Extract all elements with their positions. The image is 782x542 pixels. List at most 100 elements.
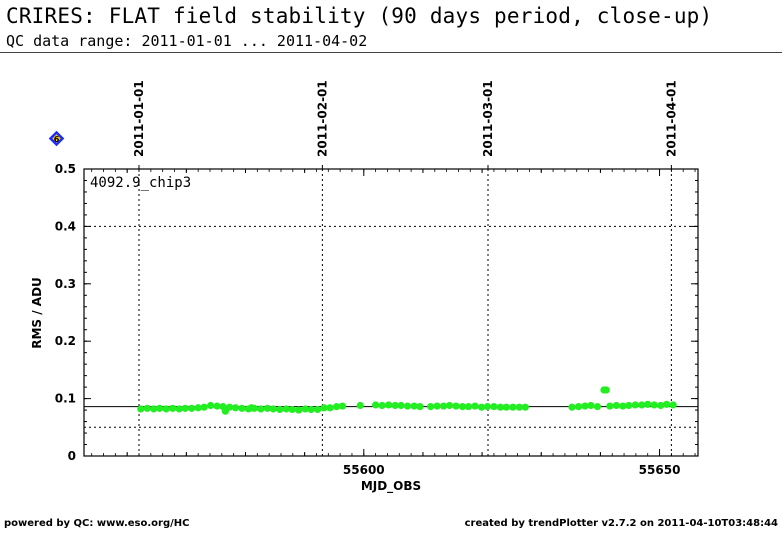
badge-number: 6 [54, 135, 60, 144]
data-point [200, 403, 208, 411]
chart-title: CRIRES: FLAT field stability (90 days pe… [6, 4, 713, 28]
data-point [213, 402, 221, 410]
data-point [143, 404, 151, 412]
data-point [307, 405, 315, 414]
data-point [169, 404, 177, 412]
data-point [282, 405, 290, 413]
data-point [581, 402, 589, 410]
data-point [657, 401, 665, 410]
data-point [206, 401, 215, 410]
data-point [490, 403, 498, 411]
data-point [458, 403, 467, 411]
data-point [631, 401, 639, 409]
data-point [650, 401, 658, 409]
data-point [496, 403, 505, 411]
data-point [593, 403, 602, 411]
data-point [416, 403, 424, 411]
header-divider [0, 52, 782, 53]
data-point [276, 405, 284, 414]
data-point [188, 404, 196, 412]
date-marker-label: 2011-02-01 [315, 80, 329, 157]
data-point [391, 401, 399, 410]
data-point [156, 404, 164, 412]
data-point [477, 403, 486, 411]
y-tick-label: 0.4 [55, 219, 76, 233]
data-point [433, 402, 441, 410]
data-point [410, 402, 418, 410]
data-point [663, 400, 671, 408]
data-point [612, 401, 620, 410]
data-point [574, 403, 583, 411]
data-point [397, 401, 405, 410]
data-point [602, 386, 610, 394]
data-point [372, 401, 380, 409]
data-point [521, 403, 529, 411]
data-point [137, 405, 145, 413]
data-point [403, 402, 412, 410]
panel-label: 4092.9_chip3 [90, 175, 191, 191]
y-tick-label: 0.2 [55, 334, 76, 348]
data-point [471, 402, 479, 410]
data-point [181, 404, 189, 412]
data-points [137, 386, 677, 415]
data-point [338, 402, 347, 410]
data-point [332, 403, 341, 411]
x-tick-label: 55600 [343, 463, 385, 477]
data-point [288, 405, 296, 414]
data-point [238, 404, 246, 412]
date-marker-label: 2011-01-01 [132, 80, 146, 157]
data-point [568, 403, 576, 411]
data-point [295, 406, 303, 414]
data-point [445, 401, 454, 410]
data-point [150, 405, 158, 413]
data-point [427, 403, 435, 411]
data-point [326, 404, 334, 412]
data-point [356, 401, 364, 410]
data-point [175, 405, 183, 413]
data-point [250, 404, 258, 412]
y-axis-label: RMS / ADU [30, 277, 44, 349]
date-marker-label: 2011-03-01 [481, 80, 495, 157]
data-point [194, 404, 202, 412]
data-point [225, 403, 234, 411]
data-point [619, 402, 627, 410]
data-point [452, 402, 460, 410]
data-point [263, 404, 271, 412]
x-axis-label: MJD_OBS [361, 479, 421, 494]
footer-credit: powered by QC: www.eso.org/HC [4, 518, 190, 529]
data-point [644, 400, 652, 408]
y-tick-label: 0.1 [55, 392, 76, 406]
data-point [638, 401, 646, 409]
data-point [301, 405, 309, 413]
y-tick-label: 0 [68, 449, 76, 463]
data-point [269, 405, 277, 413]
date-marker-label: 2011-04-01 [664, 80, 678, 157]
data-point [440, 402, 448, 410]
data-point [483, 403, 492, 411]
data-point [464, 403, 473, 411]
badge-icon: 6 [48, 130, 65, 147]
data-point [606, 402, 614, 410]
y-axis: 0 0.1 0.2 0.3 0.4 0.5 [55, 162, 698, 463]
x-axis: 55600 55650 [91, 169, 696, 477]
data-point [669, 401, 677, 409]
data-point [378, 401, 386, 410]
data-point [515, 403, 523, 411]
data-point [162, 405, 170, 413]
data-point [314, 405, 322, 414]
date-markers: 2011-01-01 2011-02-01 2011-03-01 2011-04-01 [132, 80, 678, 456]
data-point [502, 403, 510, 411]
data-point [509, 403, 517, 411]
data-point [625, 401, 633, 410]
data-point [320, 404, 328, 412]
data-point [231, 404, 240, 412]
y-tick-label: 0.3 [55, 277, 76, 291]
data-range-subtitle: QC data range: 2011-01-01 ... 2011-04-02 [6, 32, 368, 50]
footer-generator: created by trendPlotter v2.7.2 on 2011-0… [464, 518, 778, 529]
data-point [385, 401, 393, 409]
data-point [257, 405, 265, 413]
plot-frame [83, 168, 699, 457]
data-point [587, 401, 595, 410]
y-tick-label: 0.5 [55, 162, 76, 176]
